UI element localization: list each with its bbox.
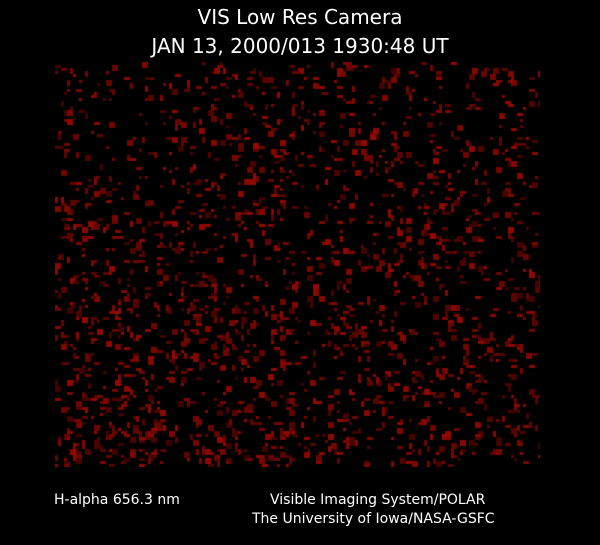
camera-image [55,62,540,467]
instrument-label: Visible Imaging System/POLAR [270,492,486,508]
image-timestamp: JAN 13, 2000/013 1930:48 UT [151,34,449,58]
institution-label: The University of Iowa/NASA-GSFC [252,511,495,527]
filter-label: H-alpha 656.3 nm [54,492,180,508]
image-title: VIS Low Res Camera [197,5,403,29]
